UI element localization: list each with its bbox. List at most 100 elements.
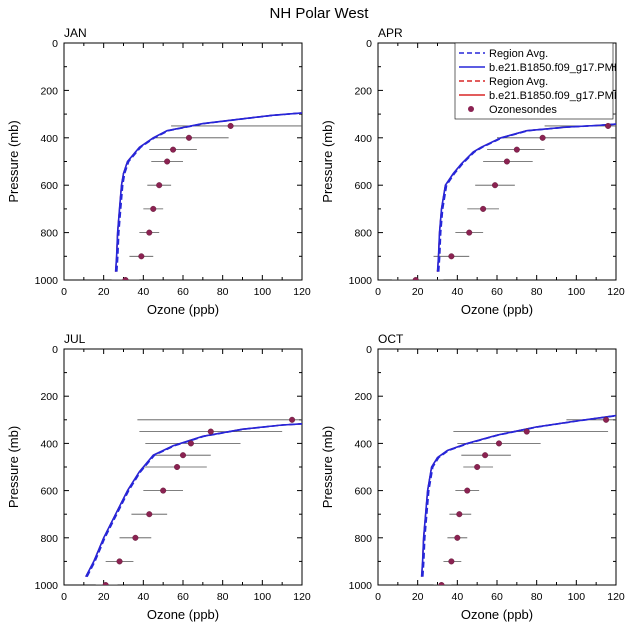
legend-label: b.e21.B1850.f09_g17.PMI [489,90,617,102]
x-tick-label: 60 [491,591,503,603]
panel-jan: 0 20 40 60 80 100 120 0 200 400 600 800 1000 JAN Ozone… [6,26,311,317]
y-tick-label: 400 [40,133,58,145]
series-line-model-blue [436,123,616,272]
x-tick-label: 100 [568,591,586,603]
x-axis-label: Ozone (ppb) [147,607,219,622]
legend: Region Avg. b.e21.B1850.f09_g17.PMI Region… [454,42,617,120]
x-tick-label: 120 [607,286,625,298]
sonde-point [633,111,638,117]
x-tick-label: 20 [412,591,424,603]
sonde-point [464,487,471,494]
sonde-point [513,146,520,153]
x-tick-label: 20 [98,286,110,298]
y-tick-label: 200 [354,391,372,403]
sonde-point [438,582,445,585]
sonde-point [156,182,163,189]
x-tick-label: 80 [531,286,543,298]
legend-box [454,42,614,120]
panel-label: JAN [64,26,87,40]
sonde-point [164,158,171,165]
x-tick-label: 120 [607,591,625,603]
sonde-point [480,205,487,212]
panel-jul: 0 20 40 60 80 100 120 0 200 400 600 800 1000 JUL Ozone… [6,332,311,622]
plot-area [391,111,638,280]
y-tick-label: 400 [40,438,58,450]
x-tick-label: 0 [375,286,381,298]
sonde-point [605,122,612,129]
x-tick-label: 100 [254,286,272,298]
y-tick-label: 600 [40,180,58,192]
legend-marker [468,106,474,112]
y-tick-label: 800 [354,533,372,545]
x-tick-label: 40 [451,591,463,603]
sonde-point [138,253,145,260]
plot-frame [377,348,617,586]
y-axis-label: Pressure (mb) [6,120,21,202]
x-tick-label: 0 [61,286,67,298]
sonde-point [523,428,530,435]
x-tick-label: 80 [217,286,229,298]
sonde-point [179,452,186,459]
sonde-point [146,511,153,518]
panel-label: APR [378,26,403,40]
x-axis-label: Ozone (ppb) [147,302,219,317]
y-tick-label: 800 [40,533,58,545]
series-line-regionavg-blue [437,123,616,272]
x-tick-label: 40 [137,286,149,298]
x-tick-label: 120 [293,286,311,298]
sonde-point [170,146,177,153]
series-line-regionavg-blue [86,423,302,578]
plot-area [111,112,302,280]
y-tick-label: 200 [40,85,58,97]
x-tick-label: 60 [177,286,189,298]
series-line-model-red [436,123,616,272]
legend-label: Region Avg. [489,76,548,88]
x-tick-label: 80 [531,591,543,603]
sonde-point [448,253,455,260]
y-tick-label: 1000 [35,275,59,287]
sonde-point [122,277,129,280]
sonde-point [456,511,463,518]
sonde-point [492,182,499,189]
figure-title: NH Polar West [270,5,370,22]
y-tick-label: 800 [354,228,372,240]
panel-oct: 0 20 40 60 80 100 120 0 200 400 600 800 1000 OCT Ozone… [320,332,625,622]
x-tick-label: 40 [137,591,149,603]
y-tick-label: 0 [366,38,372,50]
x-tick-label: 60 [177,591,189,603]
y-tick-label: 200 [354,85,372,97]
x-tick-label: 0 [375,591,381,603]
sonde-point [289,416,296,423]
x-tick-label: 20 [412,286,424,298]
series-line-model-blue [114,112,302,272]
series-line-model-red [114,112,302,272]
x-tick-label: 40 [451,286,463,298]
y-tick-label: 1000 [349,275,373,287]
sonde-point [207,428,214,435]
x-tick-label: 100 [568,286,586,298]
legend-label: Region Avg. [489,48,548,60]
series-line-model-red [85,423,302,578]
panel-label: JUL [64,332,86,346]
x-tick-label: 100 [254,591,272,603]
sonde-point [482,452,489,459]
sonde-point [146,229,153,236]
series-line-regionavg-red [85,423,302,578]
x-axis-label: Ozone (ppb) [461,607,533,622]
sonde-point [160,487,167,494]
series-line-regionavg-blue [116,112,302,272]
x-axis-label: Ozone (ppb) [461,302,533,317]
sonde-point [116,558,123,565]
y-axis-label: Pressure (mb) [6,426,21,508]
sonde-point [503,158,510,165]
y-tick-label: 1000 [349,580,373,592]
sonde-point [174,464,181,471]
series-line-regionavg-red [436,123,616,272]
legend-label: Ozonesondes [489,104,557,116]
series-line-model-red [420,414,616,577]
sonde-point [603,416,610,423]
sonde-point [448,558,455,565]
series-line-regionavg-red [114,112,302,272]
y-tick-label: 600 [354,180,372,192]
series-line-model-blue [85,423,302,578]
